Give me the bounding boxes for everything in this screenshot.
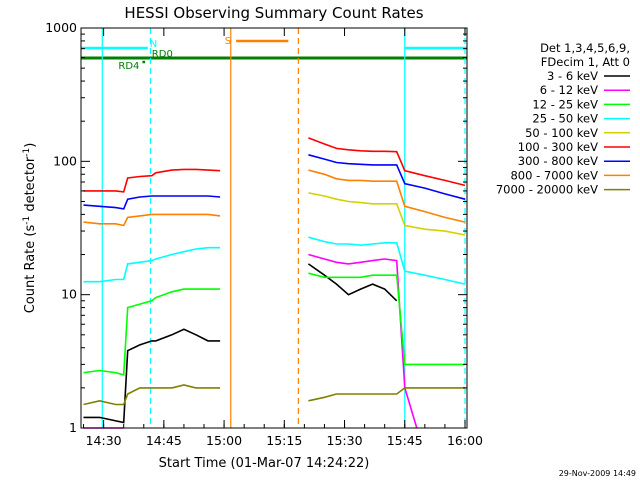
flag-label-rd4: RD4 [118,61,139,72]
y-axis-label: Count Rate (s-1 detector-1) [22,143,38,314]
footer-timestamp: 29-Nov-2009 14:49 [559,469,636,478]
series-line-100-300-kev-0 [83,168,221,193]
legend-label-5: 100 - 300 keV [518,140,598,154]
series-line-100-300-kev-1 [308,137,466,187]
series-line-25-50-kev-1 [308,236,466,285]
x-axis-label: Start Time (01-Mar-07 14:24:22) [159,456,370,471]
flag-label-s: S [225,36,231,47]
legend-label-1: 6 - 12 keV [540,83,598,97]
series-line-12-25-kev-0 [83,288,221,376]
series-line-300-800-kev-1 [308,154,466,200]
x-tick-label-3: 15:15 [266,433,302,448]
series-line-3-6-kev-1 [307,263,398,302]
y-tick-label-2: 100 [53,153,77,168]
series-line-7000-20000-kev-0 [83,384,221,406]
x-tick-label-5: 15:45 [387,433,423,448]
flag-label-n: N [150,39,157,50]
legend: Det 1,3,4,5,6,9, FDecim 1, Att 0 3 - 6 k… [496,41,630,197]
x-axis: 14:30 14:45 15:00 15:15 15:30 15:45 16:00 [83,28,483,448]
y-tick-label-3: 1000 [45,20,77,35]
legend-header-1: Det 1,3,4,5,6,9, [540,41,630,55]
x-tick-label-1: 14:45 [146,433,182,448]
series-lines [83,137,466,429]
y-tick-label-1: 10 [61,287,77,302]
series-line-12-25-kev-1 [308,272,465,366]
y-axis: 1 10 100 1000 [45,20,467,435]
series-line-6-12-kev-1 [308,253,418,429]
flag-label-rd0: RD0 [152,49,173,60]
attenuator-lines [101,28,466,428]
legend-header-2: FDecim 1, Att 0 [541,55,630,69]
legend-label-6: 300 - 800 keV [518,154,598,168]
series-line-300-800-kev-0 [83,195,221,210]
legend-label-8: 7000 - 20000 keV [496,183,598,197]
chart-title: HESSI Observing Summary Count Rates [124,4,423,22]
x-tick-label-4: 15:30 [327,433,363,448]
legend-label-4: 50 - 100 keV [525,126,598,140]
series-line-800-7000-kev-1 [308,169,466,223]
legend-label-2: 12 - 25 keV [532,97,598,111]
x-tick-label-2: 15:00 [206,433,242,448]
legend-label-0: 3 - 6 keV [547,69,598,83]
series-line-50-100-kev-0 [308,192,466,236]
series-line-800-7000-kev-0 [83,213,221,227]
y-tick-label-0: 1 [69,420,77,435]
legend-label-3: 25 - 50 keV [532,112,598,126]
plot-frame [80,27,468,429]
series-line-3-6-kev-0 [83,328,221,424]
x-tick-label-6: 16:00 [447,433,483,448]
legend-label-7: 800 - 7000 keV [510,168,598,182]
x-tick-label-0: 14:30 [86,433,122,448]
series-line-25-50-kev-0 [83,246,221,283]
series-line-7000-20000-kev-1 [308,387,465,402]
